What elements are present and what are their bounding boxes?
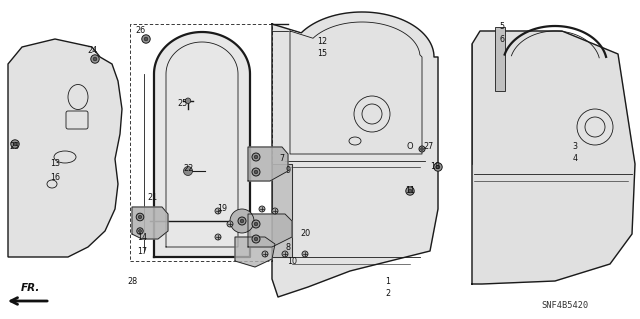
Text: 21: 21 — [147, 192, 157, 202]
Text: O: O — [406, 143, 413, 152]
Polygon shape — [132, 207, 168, 239]
Polygon shape — [272, 12, 438, 297]
Text: 9: 9 — [285, 167, 291, 175]
Circle shape — [254, 222, 258, 226]
Polygon shape — [495, 27, 505, 91]
Circle shape — [354, 96, 390, 132]
Text: 18: 18 — [430, 162, 440, 172]
Polygon shape — [235, 237, 275, 267]
Circle shape — [259, 206, 265, 212]
Circle shape — [184, 167, 193, 175]
Circle shape — [139, 230, 141, 233]
Text: 22: 22 — [183, 165, 193, 174]
Text: FR.: FR. — [20, 283, 40, 293]
Text: 19: 19 — [217, 204, 227, 213]
Text: 8: 8 — [285, 242, 291, 251]
Circle shape — [238, 217, 246, 225]
Circle shape — [419, 146, 425, 152]
Circle shape — [406, 187, 414, 195]
Circle shape — [185, 98, 191, 103]
Text: 7: 7 — [280, 154, 285, 164]
Polygon shape — [248, 214, 292, 247]
Circle shape — [13, 142, 17, 146]
Polygon shape — [154, 32, 250, 257]
Text: 4: 4 — [573, 154, 577, 164]
Polygon shape — [8, 39, 122, 257]
Circle shape — [262, 251, 268, 257]
Circle shape — [254, 155, 258, 159]
Circle shape — [93, 57, 97, 61]
Text: 15: 15 — [317, 49, 327, 58]
Polygon shape — [272, 164, 292, 257]
Circle shape — [252, 235, 260, 243]
Text: 23: 23 — [9, 143, 19, 152]
Circle shape — [436, 165, 440, 169]
Circle shape — [227, 221, 233, 227]
Circle shape — [434, 163, 442, 171]
Circle shape — [577, 109, 613, 145]
Text: 11: 11 — [405, 187, 415, 196]
Text: 24: 24 — [87, 47, 97, 56]
Circle shape — [282, 251, 288, 257]
Circle shape — [137, 228, 143, 234]
FancyBboxPatch shape — [66, 111, 88, 129]
Text: 3: 3 — [573, 143, 577, 152]
Text: SNF4B5420: SNF4B5420 — [541, 300, 589, 309]
Circle shape — [240, 219, 244, 223]
Circle shape — [254, 237, 258, 241]
Circle shape — [91, 55, 99, 63]
Polygon shape — [290, 22, 422, 154]
Circle shape — [11, 140, 19, 148]
Circle shape — [215, 208, 221, 214]
Text: 2: 2 — [385, 288, 390, 298]
Text: 26: 26 — [135, 26, 145, 35]
Circle shape — [230, 209, 254, 233]
Circle shape — [136, 213, 144, 221]
Text: 16: 16 — [50, 173, 60, 182]
Circle shape — [252, 220, 260, 228]
Text: 13: 13 — [50, 160, 60, 168]
Text: 10: 10 — [287, 256, 297, 265]
Circle shape — [252, 153, 260, 161]
Text: 1: 1 — [385, 277, 390, 286]
Polygon shape — [472, 31, 635, 284]
Text: 17: 17 — [137, 247, 147, 256]
Circle shape — [144, 37, 148, 41]
Text: 20: 20 — [300, 229, 310, 239]
Text: 27: 27 — [423, 143, 433, 152]
Circle shape — [302, 251, 308, 257]
Circle shape — [254, 170, 258, 174]
Text: 28: 28 — [127, 277, 137, 286]
Text: 25: 25 — [177, 100, 187, 108]
Circle shape — [272, 208, 278, 214]
Circle shape — [142, 35, 150, 43]
Circle shape — [408, 189, 412, 193]
Circle shape — [420, 148, 423, 150]
Circle shape — [252, 168, 260, 176]
Text: 14: 14 — [137, 233, 147, 241]
Circle shape — [138, 215, 141, 219]
Text: 5: 5 — [499, 23, 504, 32]
Text: 12: 12 — [317, 36, 327, 46]
Circle shape — [215, 234, 221, 240]
Text: 6: 6 — [499, 34, 504, 43]
Polygon shape — [248, 147, 288, 181]
